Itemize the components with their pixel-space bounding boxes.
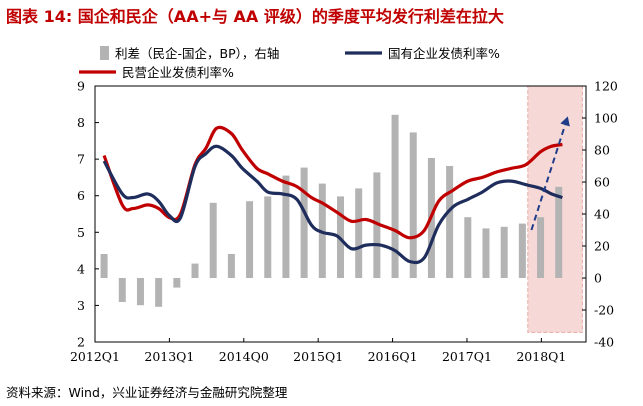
x-axis-tick-label: 2018Q1 xyxy=(516,349,566,364)
spread-bar xyxy=(409,132,417,278)
spread-bar xyxy=(355,188,363,278)
source-note: 资料来源：Wind，兴业证券经济与金融研究院整理 xyxy=(6,385,288,400)
spread-bar xyxy=(446,166,454,278)
x-axis-tick-label: 2014Q0 xyxy=(219,349,269,364)
spread-bar xyxy=(555,186,563,278)
spread-bar xyxy=(500,226,508,278)
spread-bar xyxy=(300,167,308,278)
right-axis-tick-label: 0 xyxy=(594,271,602,286)
x-axis-tick-label: 2012Q1 xyxy=(70,349,120,364)
spread-bar xyxy=(227,254,235,278)
left-axis-tick-label: 9 xyxy=(77,79,85,94)
left-axis-tick-label: 6 xyxy=(77,188,85,203)
spread-bar xyxy=(100,254,108,278)
spread-bar xyxy=(518,223,526,278)
legend-swatch-spread xyxy=(100,46,109,60)
private-rate-line xyxy=(102,125,563,240)
left-axis-tick-label: 2 xyxy=(77,335,85,350)
x-axis-tick-label: 2013Q1 xyxy=(144,349,194,364)
spread-bar xyxy=(537,217,545,278)
spread-bar xyxy=(118,278,126,302)
spread-bar xyxy=(464,217,472,278)
left-axis-tick-label: 8 xyxy=(77,115,85,130)
legend-label-private: 民营企业发债利率% xyxy=(122,65,234,80)
right-axis-tick-label: 100 xyxy=(594,111,618,126)
right-axis-tick-label: 20 xyxy=(594,239,610,254)
trend-arrow-shaft xyxy=(530,124,567,231)
chart-axes: 2 3 4 5 6 7 8 9 -40 -20 0 20 40 60 80 100 120 2012Q1 2013Q… xyxy=(70,79,618,365)
rate-lines xyxy=(102,125,563,265)
right-axis-tick-label: -40 xyxy=(594,335,614,350)
right-axis-tick-label: 60 xyxy=(594,175,610,190)
spread-bar xyxy=(173,278,181,288)
right-axis-tick-label: 80 xyxy=(594,143,610,158)
soe-rate-line xyxy=(102,144,563,265)
trend-arrow-layer xyxy=(530,116,570,231)
x-axis-tick-label: 2015Q1 xyxy=(293,349,343,364)
chart-legend: 利差（民企-国企，BP），右轴 国有企业发债利率% 民营企业发债利率% xyxy=(79,46,500,80)
chart-title: 图表 14: 国企和民企（AA+与 AA 评级）的季度平均发行利差在拉大 xyxy=(6,7,504,26)
spread-bars xyxy=(100,114,563,307)
left-axis-tick-label: 3 xyxy=(77,298,85,313)
spread-bar xyxy=(209,202,217,278)
right-axis-tick-label: 120 xyxy=(594,79,618,94)
spread-bar xyxy=(282,175,290,278)
spread-bar xyxy=(191,263,199,278)
legend-label-soe: 国有企业发债利率% xyxy=(388,46,500,61)
trend-arrow-head xyxy=(560,116,570,127)
legend-label-spread: 利差（民企-国企，BP），右轴 xyxy=(115,46,279,61)
spread-bar xyxy=(264,196,272,278)
x-axis-tick-label: 2016Q1 xyxy=(368,349,418,364)
x-axis-tick-label: 2017Q1 xyxy=(442,349,492,364)
highlight-band xyxy=(527,85,583,333)
spread-bar xyxy=(246,201,254,278)
spread-bar xyxy=(373,172,381,278)
highlight-layer xyxy=(527,85,583,333)
right-axis-tick-label: -20 xyxy=(594,303,614,318)
spread-bar xyxy=(482,228,490,278)
left-axis-tick-label: 7 xyxy=(77,152,85,167)
spread-bar xyxy=(136,278,144,306)
right-axis-tick-label: 40 xyxy=(594,207,610,222)
left-axis-tick-label: 4 xyxy=(77,261,85,276)
spread-bar xyxy=(155,278,163,307)
left-axis-tick-label: 5 xyxy=(77,225,85,240)
spread-bar xyxy=(391,114,399,278)
